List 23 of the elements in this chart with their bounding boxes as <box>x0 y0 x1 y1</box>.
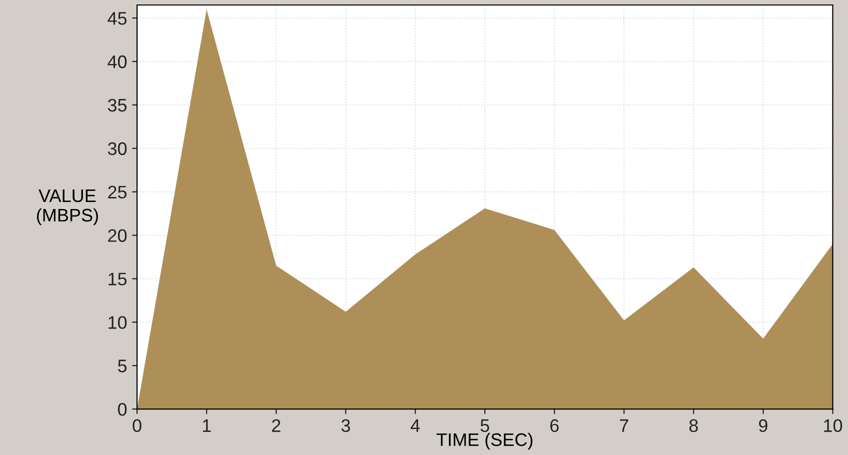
x-axis-title: TIME (SEC) <box>436 432 532 450</box>
x-tick-label: 0 <box>132 419 142 432</box>
x-tick-label: 3 <box>341 419 350 432</box>
x-tick-label: 6 <box>550 419 559 432</box>
y-tick-label: 25 <box>108 186 127 199</box>
y-tick-label: 15 <box>108 272 127 286</box>
y-tick-label: 30 <box>108 142 127 156</box>
x-tick-label: 2 <box>272 419 280 432</box>
x-tick-label: 4 <box>410 419 420 432</box>
y-tick-label: 40 <box>108 55 127 68</box>
y-tick-label: 35 <box>108 98 127 112</box>
y-tick-label: 20 <box>108 229 127 242</box>
y-axis-title: VALUE (MBPS) <box>36 190 98 226</box>
x-tick-label: 10 <box>824 419 842 432</box>
y-tick-label: 5 <box>118 360 127 372</box>
x-tick-label: 9 <box>758 419 768 432</box>
x-tick-label: 7 <box>620 419 628 432</box>
y-tick-label: 10 <box>108 316 127 329</box>
y-tick-label: 0 <box>118 402 127 416</box>
x-tick-label: 1 <box>202 419 211 432</box>
x-tick-label: 8 <box>689 419 698 432</box>
y-tick-label: 45 <box>108 12 127 25</box>
x-tick-label: 5 <box>480 419 490 432</box>
